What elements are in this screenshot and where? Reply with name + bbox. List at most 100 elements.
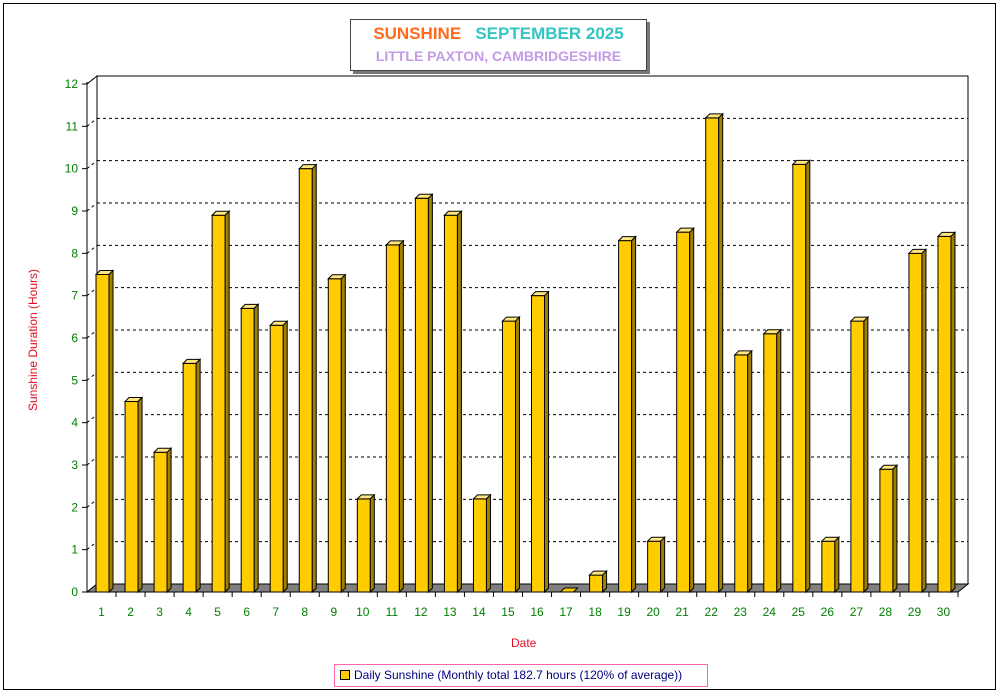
bar [559,587,579,593]
bar-front [879,468,894,593]
bar-side [892,464,898,594]
x-tick-label: 29 [908,605,922,619]
bar-front [647,540,662,593]
gridline-side [86,287,98,297]
bar-front [908,252,923,593]
bar [356,493,376,594]
x-tick-label: 2 [127,605,134,619]
x-axis-label: Date [511,636,537,650]
gridline-side [86,160,98,170]
bar-front [153,451,168,593]
bar-side [921,248,927,594]
bar-side [282,320,288,594]
gridline-side [86,371,98,381]
bar [588,569,608,594]
bar-front [327,278,342,593]
bar-front [182,362,197,593]
x-tick-label: 10 [356,605,370,619]
x-tick-label: 26 [821,605,835,619]
x-tick-label: 4 [185,605,192,619]
x-tick-label: 9 [330,605,337,619]
bar-front [385,244,400,593]
x-tick-label: 7 [272,605,279,619]
y-tick-label: 10 [65,162,79,176]
bars [94,112,957,594]
bar-front [734,354,749,593]
gridline-side [86,202,98,212]
gridline-side [86,498,98,508]
x-tick-label: 14 [472,605,486,619]
bar-top [559,587,579,593]
bar [385,239,405,594]
bar-side [544,290,550,594]
bar [239,303,260,594]
bar [762,328,782,594]
x-tick-label: 11 [386,605,399,619]
bar-side [689,226,695,594]
bar-front [937,235,952,593]
x-tick-label: 12 [414,605,428,619]
bar [210,210,231,594]
bar-front [821,540,836,593]
bar-side [311,163,317,594]
gridline-side [86,329,98,339]
bar-front [501,320,516,593]
gridline-side [86,414,98,424]
gridline-side [86,541,98,551]
bar-side [340,273,346,594]
gridline-side [86,117,98,127]
y-tick-label: 3 [71,458,78,472]
x-tick-label: 19 [617,605,631,619]
bar-side [369,493,375,594]
bar [791,159,812,594]
bar-front [240,307,255,593]
y-tick-label: 5 [71,373,78,387]
gridline-side [86,244,98,254]
chart-title-part1: SUNSHINE [373,24,462,43]
bar-front [124,401,139,593]
bar-front [589,574,604,593]
y-tick-label: 11 [66,119,79,133]
bar-front [792,163,807,593]
bar [269,320,289,594]
bar [443,210,463,594]
bar-front [211,214,226,593]
bar [820,535,841,594]
bar [414,193,434,594]
y-tick-label: 1 [71,543,78,557]
bar [704,112,724,594]
bar-side [224,210,230,594]
bar-side [718,112,724,594]
x-tick-label: 15 [501,605,515,619]
bar-side [427,193,433,594]
bar [123,396,144,594]
bar [327,273,347,594]
x-tick-label: 28 [879,605,893,619]
gridline-side [86,75,98,85]
bar [152,447,173,594]
bar-side [631,235,637,594]
x-tick-label: 6 [243,605,250,619]
bar-side [108,269,114,594]
legend-label: Daily Sunshine (Monthly total 182.7 hour… [354,668,683,682]
chart-title-box: SUNSHINE SEPTEMBER 2025 LITTLE PAXTON, C… [350,19,647,71]
bar-front [95,274,110,593]
bar [849,315,870,594]
bar-side [834,535,840,594]
bar [617,235,637,594]
bar [675,226,695,594]
x-tick-label: 22 [705,605,719,619]
legend: Daily Sunshine (Monthly total 182.7 hour… [334,664,708,687]
bar [530,290,550,594]
bar-side [950,231,956,594]
bar-front [850,320,865,593]
x-tick-labels: 1 2 3 4 5 6 7 8 9 10 11 12 13 14 15 16 17 18 19 20 21 22 23 24 2… [98,605,950,619]
y-tick-label: 4 [71,416,78,430]
bar-front [414,197,429,593]
chart-title-part2: SEPTEMBER 2025 [475,24,624,43]
x-tick-label: 17 [559,605,573,619]
bar-front [269,324,284,593]
x-tick-label: 3 [156,605,163,619]
bar [181,358,202,594]
